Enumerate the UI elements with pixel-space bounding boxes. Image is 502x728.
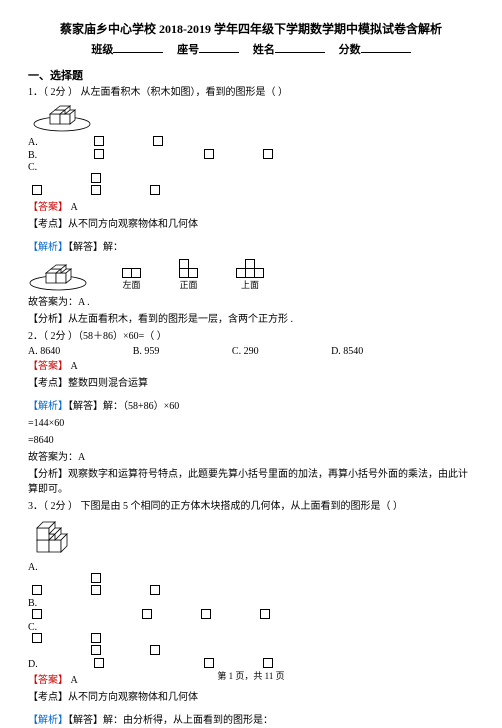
q1-gudaan: 故答案为：A . [28, 295, 474, 310]
q2-choices: A. 8640 B. 959 C. 290 D. 8540 [28, 346, 474, 357]
page-footer: 第 1 页，共 11 页 [0, 669, 502, 682]
q1-fenxi: 【分析】从左面看积木，看到的图形是一层，含两个正方形 . [28, 312, 474, 327]
q1-left-view: 左面 [118, 267, 145, 291]
q1-answer: 【答案】 A [28, 200, 474, 215]
q2-opt-c: C. 290 [232, 346, 259, 357]
seat-label: 座号 [177, 41, 199, 57]
q1-opt-c: C. [28, 162, 424, 198]
q2-answer: 【答案】 A [28, 359, 474, 374]
q3-opt-a: A. [28, 562, 424, 598]
q2-fenxi: 【分析】观察数字和运算符号特点，此题要先算小括号里面的加法，再算小括号外面的乘法… [28, 467, 474, 497]
q1-opt-a: A. [28, 136, 313, 149]
header-fields: 班级 座号 姓名 分数 [28, 41, 474, 57]
answer-label: 【答案】 [28, 361, 68, 372]
q2-opt-b: B. 959 [133, 346, 160, 357]
name-label: 姓名 [253, 41, 275, 57]
q3-opt-b: B. [28, 598, 424, 622]
q2-calc1: =144×60 [28, 416, 474, 431]
q2-opt-d: D. 8540 [331, 346, 363, 357]
kaodian-label: 【考点】 [28, 219, 68, 230]
q1-opt-b: B. [28, 149, 423, 162]
q2-calc2: =8640 [28, 433, 474, 448]
q1-answer-value: A [71, 202, 78, 213]
q2-opt-a: A. 8640 [28, 346, 60, 357]
answer-label: 【答案】 [28, 202, 68, 213]
section-1-heading: 一、选择题 [28, 67, 474, 83]
q1-cube-view [28, 263, 88, 291]
q1-stem-figure [32, 104, 92, 132]
q3-stem-figure [32, 518, 82, 558]
q1-top-view: 上面 [232, 259, 268, 291]
q3-choices: A. B. C. D. [28, 562, 474, 671]
q3-jiexi: 【解析】【解答】解：由分析得，从上面看到的图形是： [28, 713, 474, 728]
q1-choices: A. B. C. [28, 136, 474, 198]
jiexi-label: 【解析】 [28, 242, 68, 253]
q1-jiexi: 【解析】【解答】解： [28, 240, 474, 255]
q2-gudaan: 故答案为：A [28, 450, 474, 465]
q2-kaodian: 【考点】整数四则混合运算 [28, 376, 474, 391]
q1-views-figures: 左面 正面 上面 [28, 259, 474, 291]
q2-stem: 2．（ 2分 ）（58＋86）×60=（ ） [28, 329, 474, 344]
q3-stem: 3．（ 2分 ） 下图是由 5 个相同的正方体木块搭成的几何体，从上面看到的图形… [28, 499, 474, 514]
q1-kaodian: 【考点】从不同方向观察物体和几何体 [28, 217, 474, 232]
q1-stem: 1．（ 2分 ） 从左面看积木（积木如图），看到的图形是（ ） [28, 85, 474, 100]
exam-title: 蔡家庙乡中心学校 2018-2019 学年四年级下学期数学期中模拟试卷含解析 [28, 20, 474, 37]
q1-front-view: 正面 [175, 259, 202, 291]
q3-kaodian: 【考点】从不同方向观察物体和几何体 [28, 690, 474, 705]
class-label: 班级 [91, 41, 113, 57]
q2-jiexi: 【解析】【解答】解：（58+86）×60 [28, 399, 474, 414]
q3-opt-c: C. [28, 622, 424, 658]
score-label: 分数 [339, 41, 361, 57]
